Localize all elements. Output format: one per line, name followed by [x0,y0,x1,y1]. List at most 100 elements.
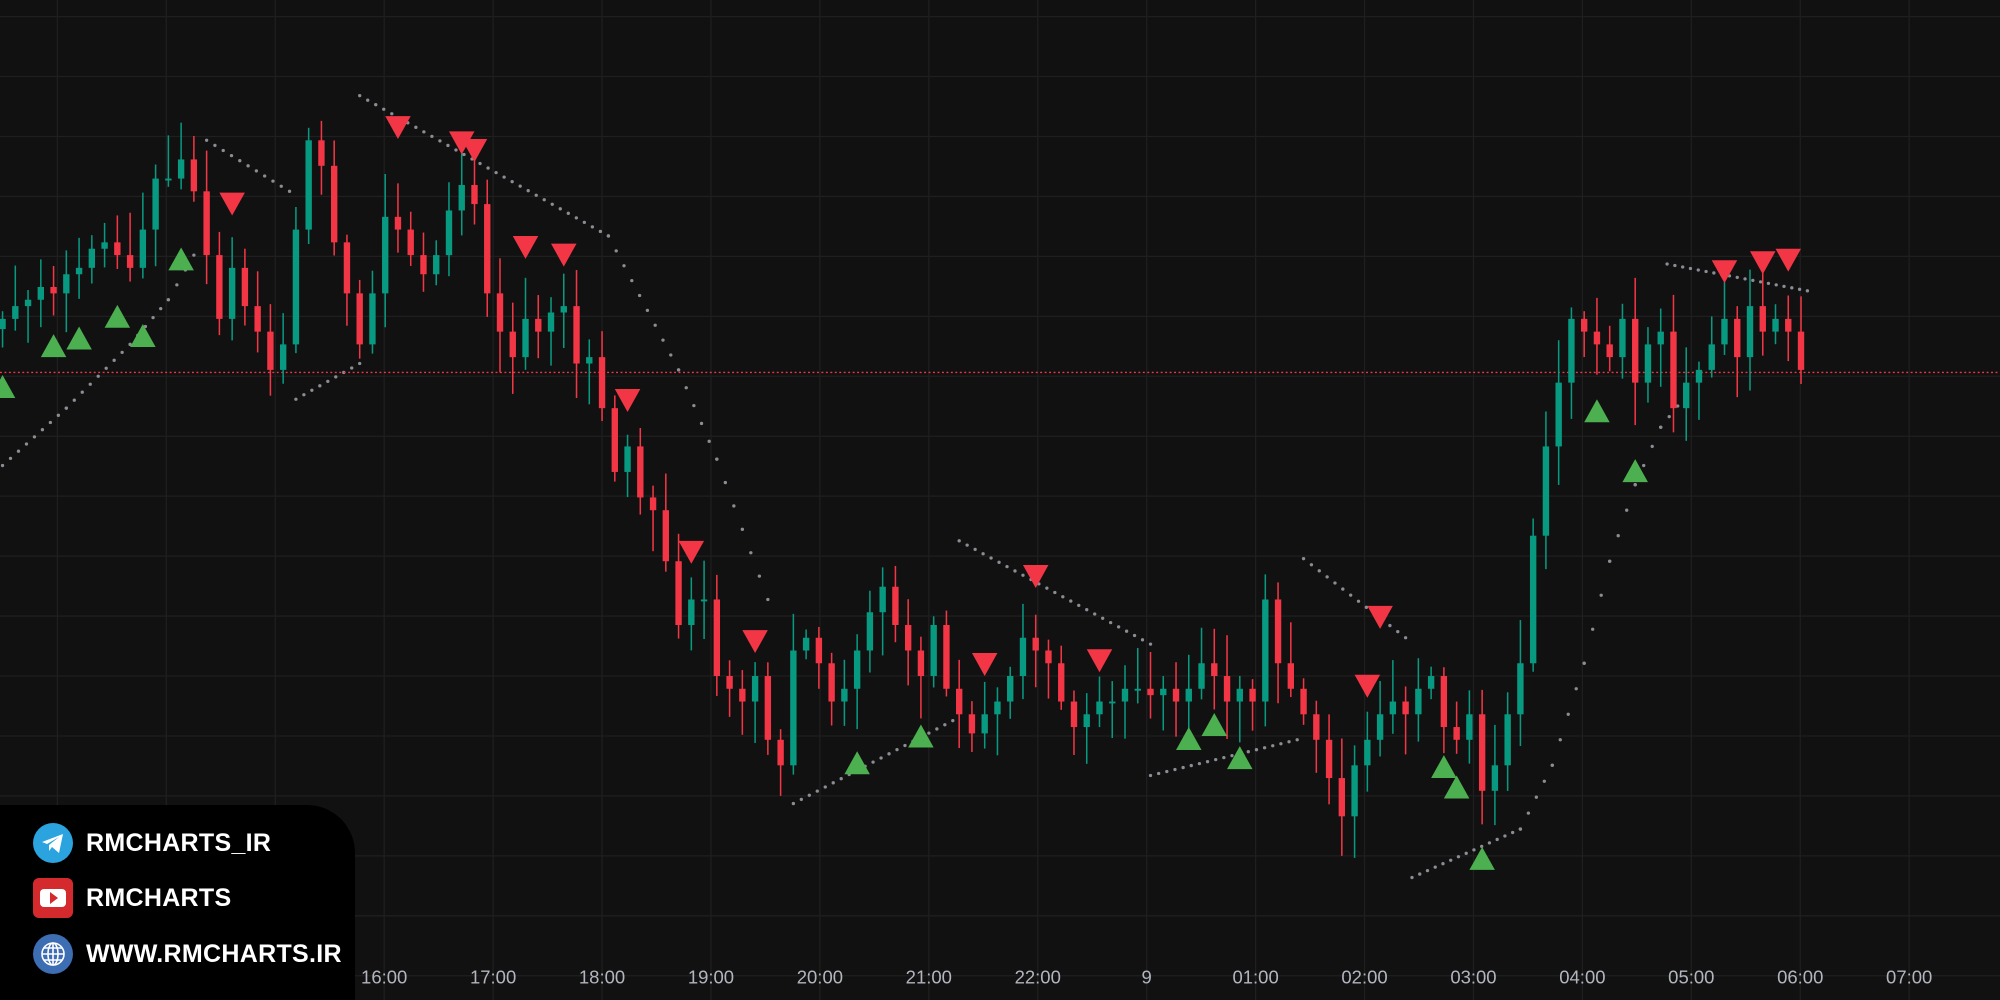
sar-dot [414,125,418,130]
sar-dot [1333,581,1337,585]
candle-body [879,586,886,613]
sar-dot [582,220,587,225]
sar-dot [895,748,899,752]
sar-dot [1061,595,1065,599]
buy-signal-triangle [908,724,934,748]
candle [330,140,338,256]
sar-dot [120,350,124,355]
telegram-handle[interactable]: RMCHARTS_IR [86,828,272,857]
sar-dot [1616,534,1620,538]
sar-dot [590,225,595,229]
candle [547,297,555,366]
candle-body [1670,331,1677,409]
candle [573,270,580,398]
website-link[interactable]: WWW.RMCHARTS.IR [86,939,342,968]
x-tick-label: 22:00 [1015,966,1061,987]
buy-signal-triangle [130,323,156,347]
sar-dot [1676,404,1680,408]
sar-dot [1534,795,1539,799]
sar-dot [204,138,209,142]
candle-body [267,331,274,370]
x-tick-label: 17:00 [470,966,516,987]
sar-dot [350,366,354,370]
candle-body [1262,599,1269,702]
sar-dot [676,368,681,372]
candle [382,174,389,328]
sar-dot [1165,769,1169,774]
x-tick-label: 05:00 [1668,966,1714,987]
sar-dot [1599,593,1603,597]
candle [1746,269,1754,391]
sar-dot [1464,851,1468,855]
candle-body [1606,344,1613,358]
sar-dot [807,793,811,797]
sar-dot [1005,564,1009,569]
candle [1606,325,1613,372]
candle [1415,658,1422,742]
sar-dot [1325,575,1329,579]
candle-body [471,184,478,205]
candle-body [1287,663,1295,689]
candle-body [1785,318,1792,332]
sar-dot [462,152,466,157]
sar-dot [486,166,490,170]
candle [955,659,963,749]
sar-dot [1608,559,1612,563]
candle-body [496,293,504,332]
candle-body [1389,701,1397,715]
candle [535,295,542,359]
sar-dot [1487,841,1492,845]
candle [1351,745,1358,858]
sar-dot [1433,865,1437,869]
sar-dot [1681,265,1685,269]
buy-signal-triangle [1584,399,1610,423]
candle [624,434,631,498]
candle [1542,411,1550,570]
sar-dot [478,161,482,166]
candle [1657,308,1664,387]
candle-body [598,357,606,409]
sar-dot [1673,263,1677,268]
candle-body [726,676,733,689]
sar-dot [1665,262,1669,266]
youtube-icon [32,877,74,919]
sar-dot [510,179,514,184]
candle [228,237,236,341]
sar-dot [128,342,132,347]
buy-signal-triangle [1622,459,1648,483]
candle [917,636,925,719]
sar-dot [1425,868,1430,873]
sar-dot [1295,738,1299,742]
candle-body [1657,331,1664,345]
sar-dot [32,435,37,439]
sell-signal-triangle [512,235,539,259]
candle-body [624,446,631,472]
candle-body [1504,714,1511,766]
candle [700,560,708,640]
candle [611,395,618,482]
sar-dot [1356,599,1361,603]
candle-body [1032,637,1039,651]
candle [930,616,937,688]
sar-dot [263,174,267,178]
candle-body [1797,331,1805,370]
candle-body [1211,663,1218,677]
candle-body [892,586,899,625]
candle-body [1708,344,1715,370]
candle-body [1300,688,1307,715]
sar-dot [175,283,179,287]
candle-body [1619,318,1626,358]
sar-dot [630,278,634,283]
sar-dot [661,338,665,342]
sar-dot [1582,661,1586,665]
sar-dot [1403,636,1408,640]
candle-body [445,210,453,256]
candle [1236,675,1243,743]
candle [866,590,874,673]
sar-dot [48,420,53,425]
youtube-handle[interactable]: RMCHARTS [86,883,232,912]
candle [1134,647,1141,704]
candle [1670,294,1677,433]
candle-body [675,561,682,625]
candle-body [63,274,70,294]
